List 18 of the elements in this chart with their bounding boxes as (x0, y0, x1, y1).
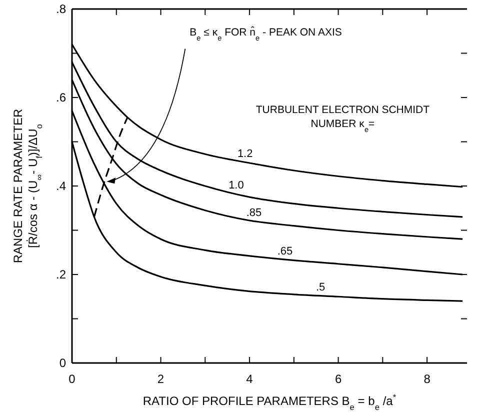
series-label: 1.0 (228, 180, 244, 192)
y-tick-label: .6 (56, 90, 66, 104)
y-tick-label: .4 (56, 179, 66, 193)
series-label: .85 (246, 207, 262, 220)
annotation: B$_{e}$ ≤ κ$_{e}$ FOR n̂$_{e}$ - PEAK ON AXIS (190, 26, 342, 42)
y-tick-label: 0 (59, 356, 66, 370)
x-tick-label: 2 (157, 372, 164, 386)
x-tick-label: 4 (246, 372, 254, 386)
x-axis-title: RATIO OF PROFILE PARAMETERS B$_{e}$ = b$_{e}$ /a$^{*}$ (142, 392, 397, 412)
x-tick-label: 0 (68, 372, 76, 386)
x-tick-label: 8 (424, 372, 431, 386)
y-tick-label: .2 (56, 268, 66, 282)
x-tick-label: 6 (334, 372, 342, 386)
y-tick-label: .8 (56, 2, 66, 16)
annotation: TURBULENT ELECTRON SCHMIDT NUMBER κ$_{e}$= (256, 104, 430, 134)
series-label: .5 (316, 282, 326, 294)
series-label: 1.2 (237, 148, 253, 160)
series-label: .65 (277, 245, 293, 258)
